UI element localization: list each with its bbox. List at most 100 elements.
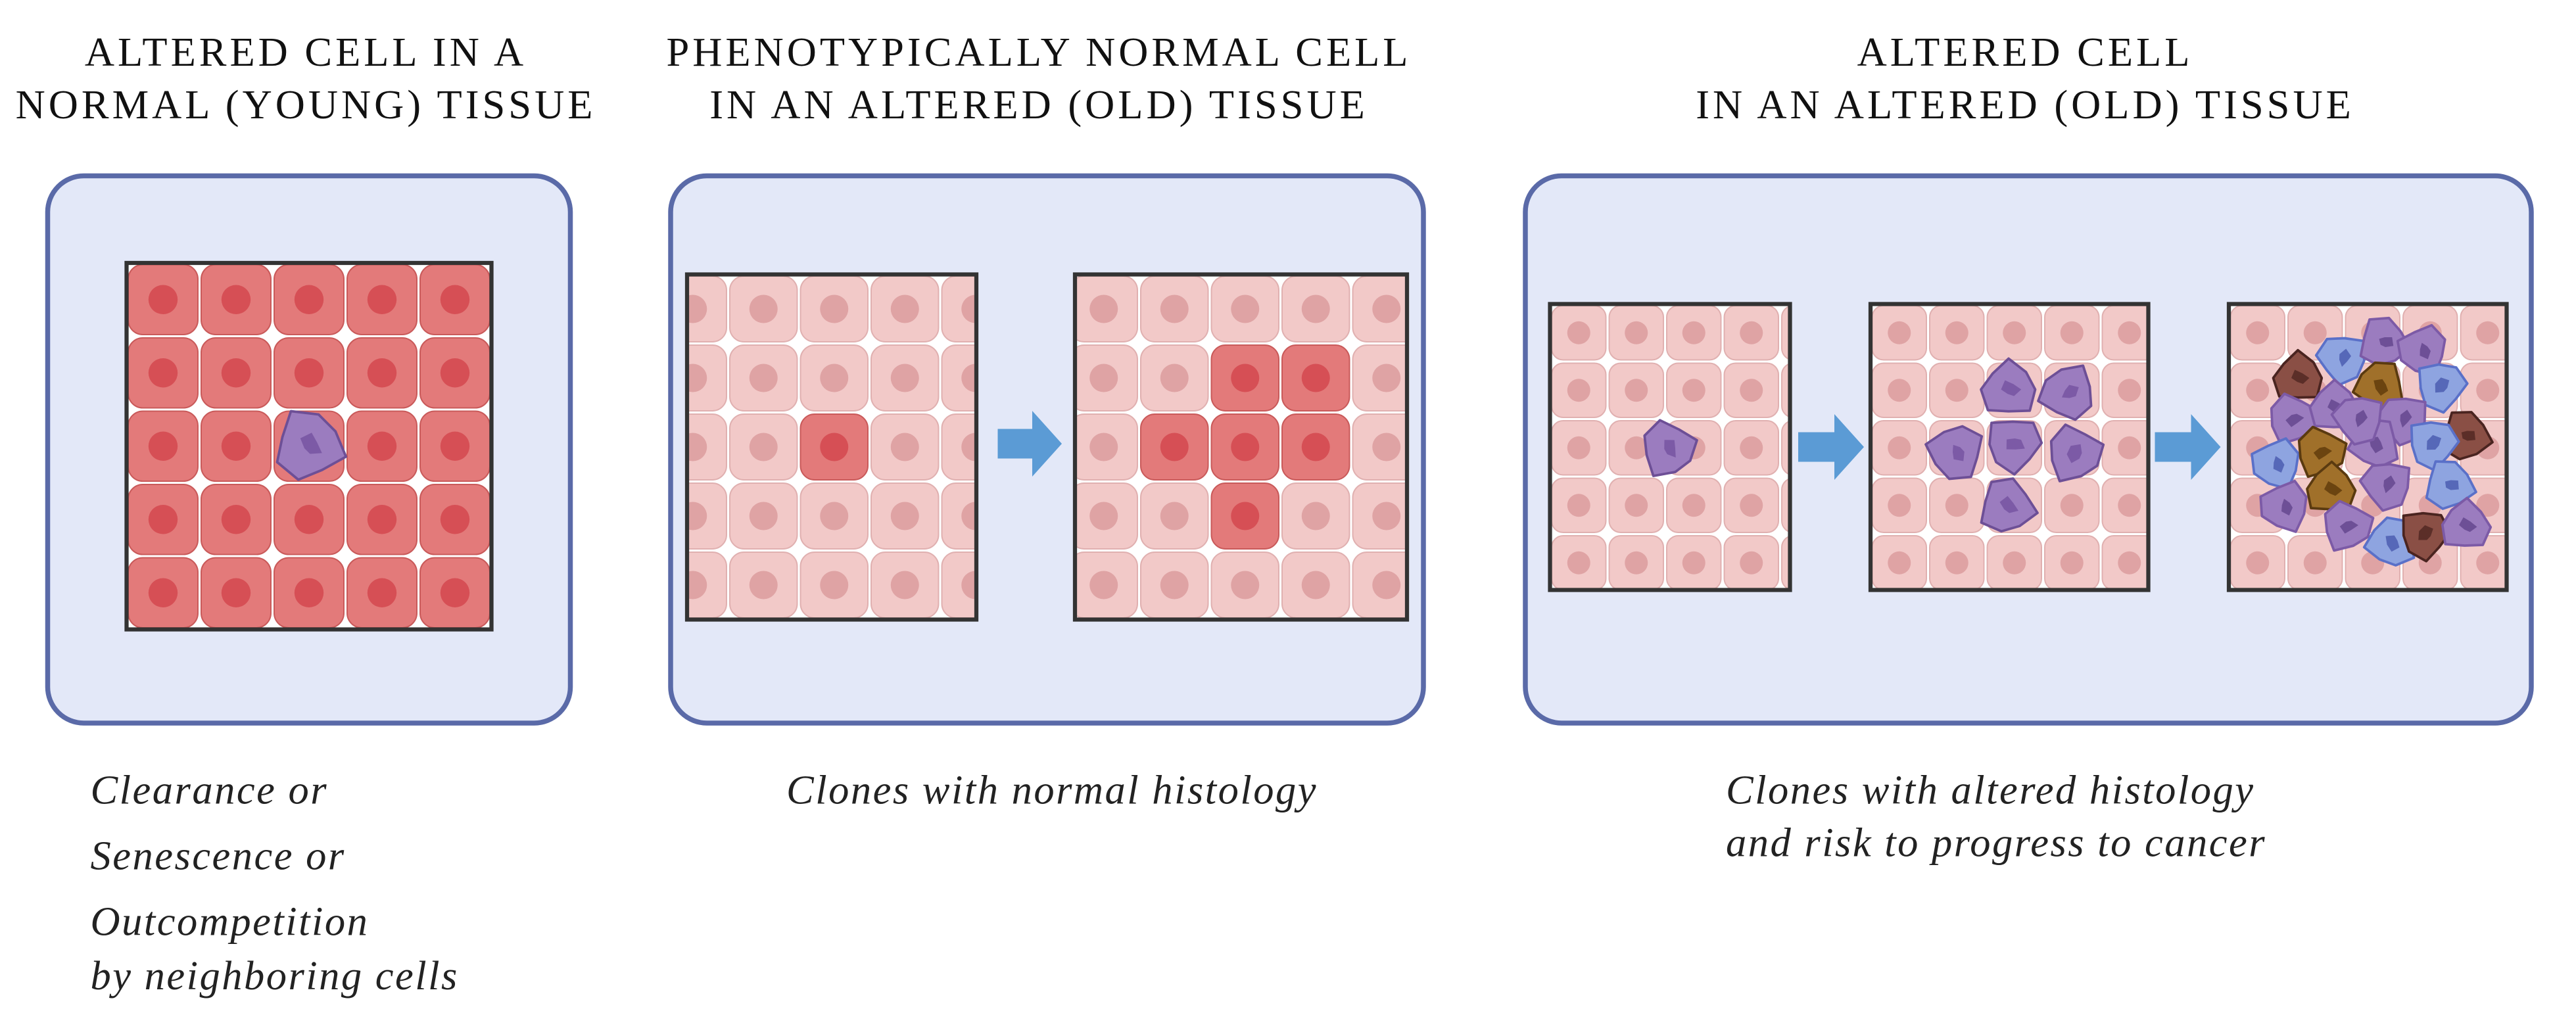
nucleus <box>367 578 397 607</box>
nucleus <box>440 431 470 461</box>
panel-title: NORMAL (YOUNG) TISSUE <box>16 82 596 128</box>
tissue <box>687 275 977 619</box>
nucleus <box>1567 436 1590 459</box>
altered-nucleus <box>2445 480 2459 490</box>
nucleus <box>749 502 778 530</box>
panel-title: ALTERED CELL IN A <box>85 29 527 75</box>
nucleus <box>1089 571 1118 600</box>
nucleus <box>1089 433 1118 461</box>
nucleus <box>1567 494 1590 517</box>
nucleus <box>1372 294 1401 323</box>
nucleus <box>1682 494 1705 517</box>
nucleus <box>1888 321 1911 344</box>
nucleus <box>148 431 178 461</box>
nucleus <box>221 358 251 388</box>
nucleus <box>687 433 707 461</box>
nucleus <box>1740 551 1763 575</box>
nucleus <box>820 502 849 530</box>
panel-title: IN AN ALTERED (OLD) TISSUE <box>1696 82 2354 128</box>
nucleus <box>2060 551 2084 575</box>
nucleus <box>1888 494 1911 517</box>
nucleus <box>367 505 397 534</box>
nucleus <box>820 364 849 392</box>
nucleus <box>2303 321 2327 344</box>
altered-nucleus <box>2313 446 2333 460</box>
nucleus <box>1372 433 1401 461</box>
nucleus <box>1625 379 1648 402</box>
nucleus <box>2118 494 2141 517</box>
nucleus <box>1301 433 1330 461</box>
nucleus <box>687 502 707 530</box>
nucleus <box>1567 321 1590 344</box>
tissue <box>1551 304 1790 590</box>
panel-caption: Clearance or <box>91 767 329 813</box>
altered-nucleus <box>2066 444 2082 463</box>
altered-nucleus <box>2324 481 2343 496</box>
nucleus <box>2118 551 2141 575</box>
tissue-border <box>684 272 979 622</box>
altered-nucleus <box>1664 440 1676 458</box>
altered-nucleus <box>1999 496 2018 513</box>
altered-nucleus <box>300 433 322 454</box>
altered-nucleus <box>2400 410 2412 428</box>
panel-title: IN AN ALTERED (OLD) TISSUE <box>709 82 1368 128</box>
nucleus <box>749 294 778 323</box>
nucleus <box>1089 294 1118 323</box>
panel-title: ALTERED CELL <box>1857 29 2193 75</box>
nucleus <box>1567 379 1590 402</box>
nucleus <box>1160 571 1189 600</box>
altered-nucleus <box>2373 379 2389 396</box>
nucleus <box>221 285 251 314</box>
altered-nucleus <box>2281 498 2293 516</box>
nucleus <box>367 358 397 388</box>
nucleus <box>1945 551 1968 575</box>
arrow <box>2155 414 2221 480</box>
altered-nucleus <box>2383 475 2396 494</box>
panel-caption: Clones with normal histology <box>786 767 1318 813</box>
arrow <box>1798 414 1864 480</box>
nucleus <box>1160 294 1189 323</box>
altered-nucleus <box>2062 385 2079 398</box>
nucleus <box>148 578 178 607</box>
tissue-border <box>1072 272 1410 622</box>
altered-nucleus <box>2435 377 2450 393</box>
nucleus <box>2246 321 2270 344</box>
nucleus <box>2476 494 2500 517</box>
nucleus <box>820 294 849 323</box>
nucleus <box>367 431 397 461</box>
nucleus <box>1160 433 1189 461</box>
nucleus <box>1372 502 1401 530</box>
nucleus <box>961 294 977 323</box>
nucleus <box>2118 379 2141 402</box>
nucleus <box>1740 379 1763 402</box>
nucleus <box>1945 379 1968 402</box>
nucleus <box>1160 364 1189 392</box>
nucleus <box>1740 436 1763 459</box>
nucleus <box>2476 551 2500 575</box>
nucleus <box>440 578 470 607</box>
nucleus <box>749 364 778 392</box>
altered-nucleus <box>2459 517 2477 532</box>
nucleus <box>294 505 324 534</box>
tissue <box>1075 275 1408 619</box>
nucleus <box>1740 321 1763 344</box>
nucleus <box>1945 494 1968 517</box>
nucleus <box>294 358 324 388</box>
nucleus <box>961 502 977 530</box>
nucleus <box>440 505 470 534</box>
nucleus <box>1301 364 1330 392</box>
nucleus <box>961 571 977 600</box>
altered-nucleus <box>2427 435 2441 450</box>
nucleus <box>2003 321 2026 344</box>
nucleus <box>961 433 977 461</box>
nucleus <box>1231 502 1260 530</box>
nucleus <box>2476 379 2500 402</box>
nucleus <box>1372 364 1401 392</box>
nucleus <box>1301 294 1330 323</box>
nucleus <box>1231 364 1260 392</box>
nucleus <box>820 571 849 600</box>
panel-caption: Clones with altered histology <box>1726 767 2255 813</box>
nucleus <box>2060 494 2084 517</box>
nucleus <box>1740 494 1763 517</box>
